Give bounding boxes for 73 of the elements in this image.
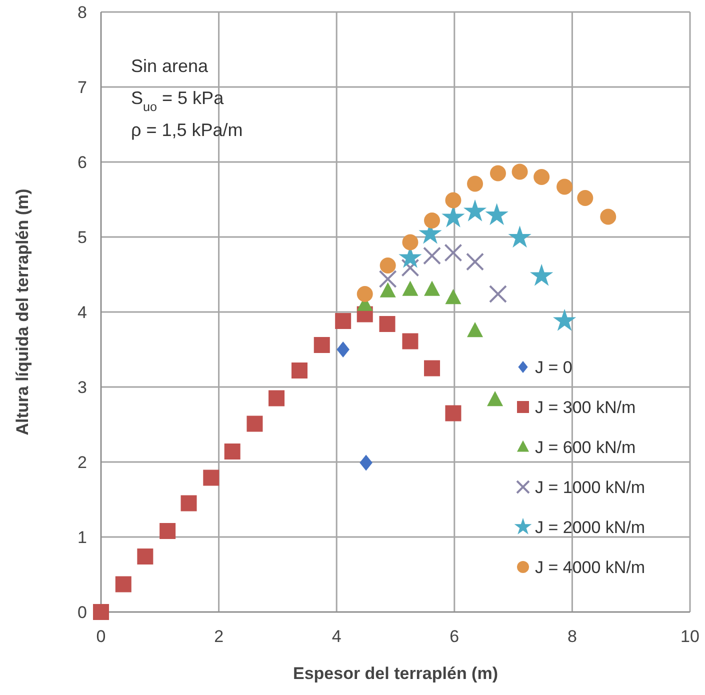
point <box>508 226 532 248</box>
point <box>445 405 462 422</box>
point <box>268 390 285 406</box>
point <box>356 286 373 302</box>
point <box>424 212 440 228</box>
point <box>445 192 462 208</box>
point <box>487 390 504 406</box>
point <box>160 523 176 539</box>
y-tick-label: 3 <box>78 378 87 397</box>
point <box>379 316 396 332</box>
x-tick-label: 4 <box>332 627 342 646</box>
x-tick-label: 6 <box>450 627 460 646</box>
point <box>137 548 154 564</box>
point <box>180 495 197 512</box>
y-tick-label: 4 <box>78 303 87 322</box>
point <box>336 342 350 358</box>
point <box>402 234 418 250</box>
annotation: S$_{uo}$ = 5 kPa <box>131 88 225 114</box>
point <box>246 416 263 432</box>
point <box>552 308 576 331</box>
point <box>444 244 462 262</box>
legend-label: J = 4000 kN/m <box>535 558 646 577</box>
legend-label: J = 0 <box>535 358 572 377</box>
point <box>534 169 550 185</box>
point <box>488 285 507 303</box>
y-axis-title: Altura líquida del terraplén (m) <box>13 188 32 436</box>
y-tick-label: 0 <box>78 603 87 622</box>
legend-label: J = 2000 kN/m <box>535 518 646 537</box>
x-axis-title: Espesor del terraplén (m) <box>292 664 498 683</box>
point <box>463 199 487 222</box>
point <box>203 470 220 486</box>
y-tick-label: 8 <box>78 3 87 22</box>
annotation: Sin arena <box>131 56 210 76</box>
y-tick-label: 1 <box>78 528 87 547</box>
point <box>115 576 132 592</box>
point <box>467 176 484 192</box>
point <box>512 164 528 180</box>
point <box>485 203 508 226</box>
y-tick-label: 2 <box>78 453 87 472</box>
x-tick-label: 2 <box>214 627 224 646</box>
legend-label: J = 300 kN/m <box>535 398 636 417</box>
point <box>466 252 484 271</box>
point <box>423 246 442 265</box>
point <box>402 333 418 350</box>
point <box>291 362 308 378</box>
point <box>380 282 396 298</box>
point <box>335 313 352 329</box>
point <box>490 165 506 182</box>
x-tick-label: 10 <box>680 627 700 646</box>
point <box>314 337 330 353</box>
point <box>577 190 594 206</box>
y-tick-label: 5 <box>78 228 87 247</box>
point <box>530 264 554 286</box>
point <box>378 270 397 288</box>
y-tick-label: 6 <box>78 153 87 172</box>
legend-label: J = 1000 kN/m <box>535 478 646 497</box>
legend-label: J = 600 kN/m <box>535 438 636 457</box>
point <box>467 322 484 338</box>
point <box>424 280 440 296</box>
point <box>556 178 573 195</box>
x-tick-label: 8 <box>567 627 577 646</box>
point <box>445 288 462 304</box>
point <box>402 280 418 296</box>
point <box>380 258 396 274</box>
point <box>93 604 109 620</box>
annotation: ρ = 1,5 kPa/m <box>131 120 243 140</box>
x-tick-label: 0 <box>96 627 106 646</box>
point <box>360 454 372 471</box>
point <box>401 258 420 277</box>
point <box>424 360 440 376</box>
point <box>600 208 616 225</box>
point <box>224 444 240 460</box>
y-tick-label: 7 <box>78 78 87 97</box>
